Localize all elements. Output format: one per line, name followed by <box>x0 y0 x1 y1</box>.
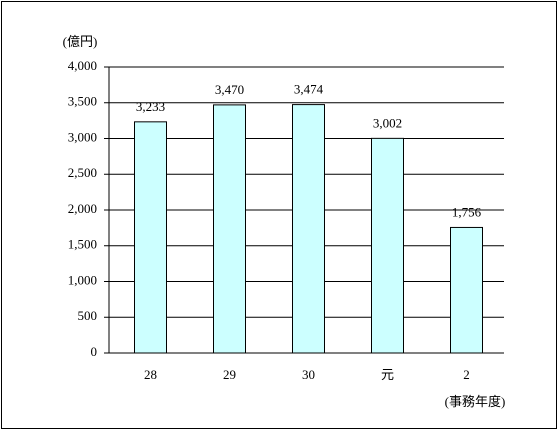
y-tick-label: 3,500 <box>68 94 97 109</box>
x-tick-label: 29 <box>223 367 236 382</box>
x-tick-label: 元 <box>381 367 394 382</box>
x-tick-label: 30 <box>302 367 315 382</box>
y-tick-label: 4,000 <box>68 58 97 73</box>
value-label: 1,756 <box>452 204 482 219</box>
y-tick-label: 1,500 <box>68 237 97 252</box>
x-tick-label: 28 <box>144 367 157 382</box>
value-label: 3,474 <box>294 82 324 97</box>
y-tick-label: 500 <box>78 308 98 323</box>
value-label: 3,470 <box>215 82 244 97</box>
y-tick-label: 0 <box>91 344 98 359</box>
y-tick-label: 1,000 <box>68 272 97 287</box>
bar <box>134 121 167 354</box>
bar <box>371 137 404 354</box>
x-tick-label: 2 <box>463 367 470 382</box>
x-axis-label: (事務年度) <box>445 394 506 409</box>
bar <box>292 104 325 354</box>
value-label: 3,233 <box>136 99 165 114</box>
bar <box>450 226 483 354</box>
bar <box>213 104 246 354</box>
y-tick-label: 2,000 <box>68 201 97 216</box>
y-tick-label: 2,500 <box>68 165 97 180</box>
y-axis-label: (億円) <box>63 34 98 49</box>
y-tick-label: 3,000 <box>68 129 97 144</box>
value-label: 3,002 <box>373 115 402 130</box>
